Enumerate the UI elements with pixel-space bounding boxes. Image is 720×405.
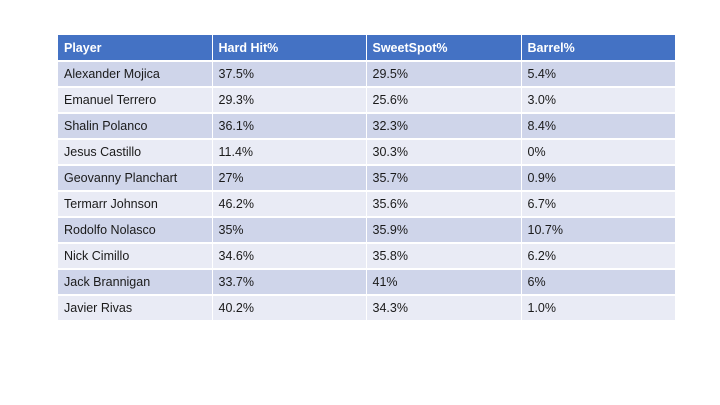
player-name-cell: Termarr Johnson [58,191,213,218]
hard-hit-cell: 35% [212,217,367,244]
table-row: Nick Cimillo 34.6% 35.8% 6.2% [58,243,675,270]
table-row: Alexander Mojica 37.5% 29.5% 5.4% [58,61,675,88]
header-hard-hit: Hard Hit% [212,35,367,62]
player-stats-table: Player Hard Hit% SweetSpot% Barrel% Alex… [58,35,675,322]
table-row: Rodolfo Nolasco 35% 35.9% 10.7% [58,217,675,244]
sweetspot-cell: 35.9% [366,217,522,244]
hard-hit-cell: 29.3% [212,87,367,114]
barrel-cell: 10.7% [521,217,675,244]
hard-hit-cell: 37.5% [212,61,367,88]
barrel-cell: 5.4% [521,61,675,88]
player-name-cell: Emanuel Terrero [58,87,213,114]
barrel-cell: 6.7% [521,191,675,218]
table-row: Shalin Polanco 36.1% 32.3% 8.4% [58,113,675,140]
hard-hit-cell: 27% [212,165,367,192]
header-row: Player Hard Hit% SweetSpot% Barrel% [58,35,675,62]
player-name-cell: Geovanny Planchart [58,165,213,192]
player-name-cell: Javier Rivas [58,295,213,322]
barrel-cell: 3.0% [521,87,675,114]
sweetspot-cell: 41% [366,269,522,296]
table-row: Termarr Johnson 46.2% 35.6% 6.7% [58,191,675,218]
barrel-cell: 6% [521,269,675,296]
hard-hit-cell: 36.1% [212,113,367,140]
sweetspot-cell: 32.3% [366,113,522,140]
barrel-cell: 8.4% [521,113,675,140]
sweetspot-cell: 29.5% [366,61,522,88]
header-barrel: Barrel% [521,35,675,62]
sweetspot-cell: 35.8% [366,243,522,270]
barrel-cell: 6.2% [521,243,675,270]
hard-hit-cell: 11.4% [212,139,367,166]
header-player: Player [58,35,213,62]
sweetspot-cell: 30.3% [366,139,522,166]
table-body: Alexander Mojica 37.5% 29.5% 5.4% Emanue… [58,61,675,322]
hard-hit-cell: 40.2% [212,295,367,322]
sweetspot-cell: 34.3% [366,295,522,322]
table-row: Jesus Castillo 11.4% 30.3% 0% [58,139,675,166]
player-name-cell: Jesus Castillo [58,139,213,166]
table-row: Javier Rivas 40.2% 34.3% 1.0% [58,295,675,322]
player-name-cell: Jack Brannigan [58,269,213,296]
player-name-cell: Alexander Mojica [58,61,213,88]
sweetspot-cell: 25.6% [366,87,522,114]
barrel-cell: 0.9% [521,165,675,192]
hard-hit-cell: 33.7% [212,269,367,296]
hard-hit-cell: 34.6% [212,243,367,270]
player-name-cell: Nick Cimillo [58,243,213,270]
table-row: Geovanny Planchart 27% 35.7% 0.9% [58,165,675,192]
table-row: Emanuel Terrero 29.3% 25.6% 3.0% [58,87,675,114]
player-name-cell: Rodolfo Nolasco [58,217,213,244]
hard-hit-cell: 46.2% [212,191,367,218]
barrel-cell: 0% [521,139,675,166]
sweetspot-cell: 35.6% [366,191,522,218]
table-header: Player Hard Hit% SweetSpot% Barrel% [58,35,675,62]
sweetspot-cell: 35.7% [366,165,522,192]
header-sweetspot: SweetSpot% [366,35,522,62]
player-name-cell: Shalin Polanco [58,113,213,140]
table-row: Jack Brannigan 33.7% 41% 6% [58,269,675,296]
barrel-cell: 1.0% [521,295,675,322]
